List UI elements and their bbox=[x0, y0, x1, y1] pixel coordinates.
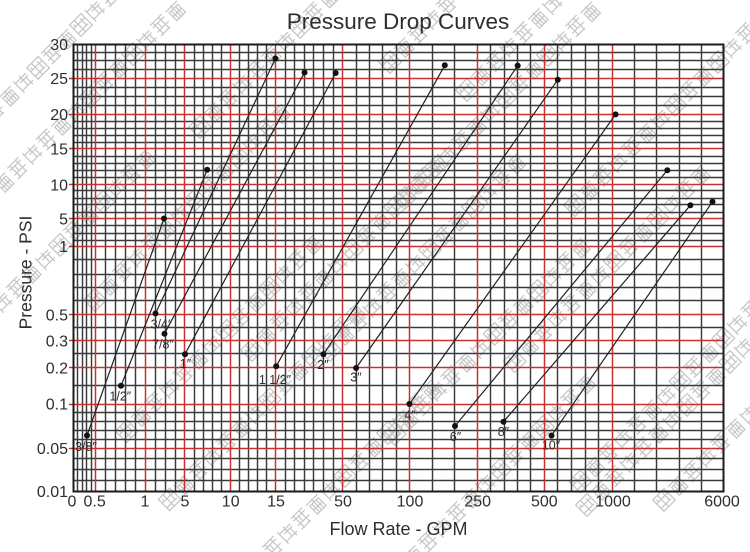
svg-text:10: 10 bbox=[222, 494, 240, 511]
svg-text:2″: 2″ bbox=[317, 358, 329, 372]
svg-text:0.05: 0.05 bbox=[37, 441, 68, 458]
svg-text:0.5: 0.5 bbox=[83, 494, 105, 511]
svg-text:7/8″: 7/8″ bbox=[152, 338, 174, 352]
svg-text:3/4″: 3/4″ bbox=[151, 318, 173, 332]
svg-text:30: 30 bbox=[50, 37, 68, 54]
svg-text:3″: 3″ bbox=[350, 371, 362, 385]
svg-text:10: 10 bbox=[50, 177, 68, 194]
svg-text:0.1: 0.1 bbox=[46, 397, 68, 414]
svg-text:5: 5 bbox=[181, 494, 190, 511]
svg-text:20: 20 bbox=[50, 107, 68, 124]
svg-text:0.5: 0.5 bbox=[46, 307, 68, 324]
svg-text:Flow Rate - GPM: Flow Rate - GPM bbox=[329, 519, 467, 539]
svg-text:Pressure - PSI: Pressure - PSI bbox=[16, 216, 36, 330]
svg-text:8″: 8″ bbox=[498, 425, 510, 439]
svg-text:1″: 1″ bbox=[180, 357, 192, 371]
svg-text:500: 500 bbox=[531, 494, 558, 511]
svg-text:50: 50 bbox=[334, 494, 352, 511]
svg-text:3/8″: 3/8″ bbox=[75, 440, 97, 454]
svg-text:1: 1 bbox=[59, 239, 68, 256]
svg-text:1 1/2″: 1 1/2″ bbox=[259, 373, 292, 387]
svg-text:Pressure Drop Curves: Pressure Drop Curves bbox=[287, 9, 510, 34]
svg-text:0.01: 0.01 bbox=[37, 484, 68, 501]
svg-text:6000: 6000 bbox=[704, 494, 740, 511]
svg-text:15: 15 bbox=[267, 494, 285, 511]
svg-text:6″: 6″ bbox=[450, 430, 462, 444]
svg-text:1/2″: 1/2″ bbox=[109, 389, 131, 403]
svg-text:0.3: 0.3 bbox=[46, 334, 68, 351]
svg-text:15: 15 bbox=[50, 142, 68, 159]
svg-text:0.2: 0.2 bbox=[46, 360, 68, 377]
svg-text:100: 100 bbox=[397, 494, 424, 511]
svg-text:25: 25 bbox=[50, 71, 68, 88]
svg-text:0: 0 bbox=[68, 494, 77, 511]
svg-text:1000: 1000 bbox=[595, 494, 631, 511]
svg-text:1: 1 bbox=[140, 494, 149, 511]
svg-text:10″: 10″ bbox=[542, 438, 561, 452]
svg-text:250: 250 bbox=[464, 494, 491, 511]
svg-text:5: 5 bbox=[59, 211, 68, 228]
svg-text:4″: 4″ bbox=[404, 409, 416, 423]
